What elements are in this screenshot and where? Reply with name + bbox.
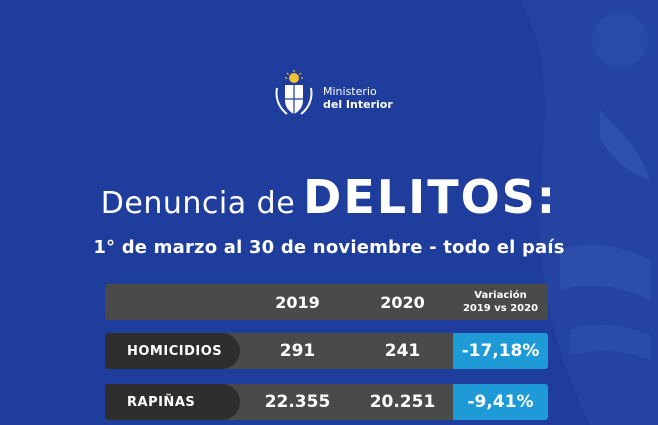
header-year-2020: 2020 bbox=[380, 292, 425, 312]
header-variation-line1: Variación bbox=[474, 290, 527, 301]
table-row-rapinas: RAPIÑAS 22.355 20.251 -9,41% bbox=[105, 384, 548, 420]
row-variation: -9,41% bbox=[453, 384, 548, 420]
brand-line-2: del Interior bbox=[323, 98, 393, 111]
row-value-2019: 22.355 bbox=[264, 392, 331, 412]
brand-line-1: Ministerio bbox=[323, 85, 377, 98]
page-subtitle: 1° de marzo al 30 de noviembre - todo el… bbox=[93, 237, 565, 258]
row-variation: -17,18% bbox=[453, 333, 548, 369]
title-light: Denuncia de bbox=[100, 186, 296, 221]
row-value-2019: 291 bbox=[279, 341, 316, 361]
table-row-homicidios: HOMICIDIOS 291 241 -17,18% bbox=[105, 333, 548, 369]
row-value-2020: 241 bbox=[384, 341, 421, 361]
title-bold: DELITOS: bbox=[303, 170, 558, 224]
ministry-brand: Ministerio del Interior bbox=[323, 85, 393, 111]
row-label: HOMICIDIOS bbox=[105, 333, 240, 369]
uruguay-coat-of-arms-logo bbox=[275, 70, 313, 115]
page-title: Denuncia de DELITOS: bbox=[0, 170, 658, 224]
header-year-2019: 2019 bbox=[275, 292, 320, 312]
header-variation-line2: 2019 vs 2020 bbox=[462, 303, 539, 314]
header-variation: Variación 2019 vs 2020 bbox=[453, 284, 548, 320]
row-label: RAPIÑAS bbox=[105, 384, 240, 420]
row-value-2020: 20.251 bbox=[369, 392, 436, 412]
table-header: 2019 2020 Variación 2019 vs 2020 bbox=[105, 284, 548, 320]
